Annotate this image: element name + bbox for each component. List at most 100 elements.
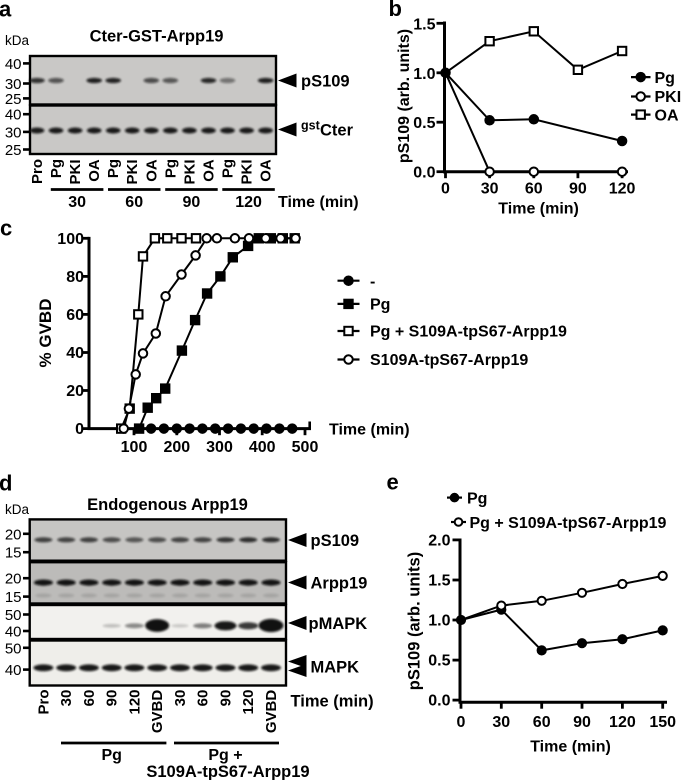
svg-text:30: 30 bbox=[481, 181, 499, 198]
svg-text:Pg: Pg bbox=[220, 159, 237, 178]
svg-text:Pg: Pg bbox=[48, 159, 65, 178]
svg-text:PKI: PKI bbox=[181, 159, 198, 184]
svg-text:0: 0 bbox=[75, 421, 84, 438]
svg-text:0.5: 0.5 bbox=[428, 653, 450, 670]
svg-text:Pg + S109A-tpS67-Arpp19: Pg + S109A-tpS67-Arpp19 bbox=[470, 515, 667, 532]
svg-text:OA: OA bbox=[655, 107, 679, 124]
svg-text:Pg +: Pg + bbox=[208, 747, 242, 764]
svg-text:pS109 (arb. units): pS109 (arb. units) bbox=[406, 552, 424, 690]
svg-text:GVBD: GVBD bbox=[149, 690, 166, 734]
svg-text:Time (min): Time (min) bbox=[278, 194, 359, 211]
svg-text:Cter: Cter bbox=[320, 122, 354, 140]
svg-text:0.0: 0.0 bbox=[413, 165, 435, 182]
svg-text:15: 15 bbox=[5, 589, 22, 606]
svg-text:pMAPK: pMAPK bbox=[309, 615, 368, 633]
svg-text:60: 60 bbox=[525, 181, 543, 198]
svg-text:40: 40 bbox=[5, 56, 22, 73]
svg-text:60: 60 bbox=[195, 690, 212, 707]
svg-text:OA: OA bbox=[86, 159, 103, 182]
svg-text:Pg + S109A-tpS67-Arpp19: Pg + S109A-tpS67-Arpp19 bbox=[370, 324, 567, 341]
svg-text:90: 90 bbox=[573, 714, 591, 731]
svg-text:1.5: 1.5 bbox=[428, 573, 450, 590]
svg-text:20: 20 bbox=[5, 526, 22, 543]
svg-text:30: 30 bbox=[5, 76, 22, 93]
svg-text:120: 120 bbox=[609, 181, 636, 198]
svg-text:d: d bbox=[0, 471, 12, 496]
svg-text:PKI: PKI bbox=[124, 159, 141, 184]
svg-text:20: 20 bbox=[66, 383, 84, 400]
svg-text:e: e bbox=[387, 470, 399, 495]
svg-text:a: a bbox=[0, 0, 12, 22]
svg-text:b: b bbox=[389, 0, 402, 21]
svg-text:40: 40 bbox=[66, 345, 84, 362]
svg-text:% GVBD: % GVBD bbox=[36, 299, 55, 368]
svg-text:c: c bbox=[0, 216, 12, 241]
svg-text:S109A-tpS67-Arpp19: S109A-tpS67-Arpp19 bbox=[370, 352, 528, 369]
svg-text:50: 50 bbox=[5, 607, 22, 624]
svg-text:120: 120 bbox=[235, 194, 262, 211]
svg-text:pS109: pS109 bbox=[301, 73, 350, 91]
svg-text:kDa: kDa bbox=[5, 502, 29, 517]
svg-text:-: - bbox=[370, 273, 375, 290]
svg-text:kDa: kDa bbox=[5, 33, 29, 48]
svg-text:MAPK: MAPK bbox=[311, 659, 360, 677]
svg-text:25: 25 bbox=[5, 142, 22, 159]
svg-text:90: 90 bbox=[569, 181, 587, 198]
svg-text:1.5: 1.5 bbox=[413, 16, 435, 33]
svg-text:2.0: 2.0 bbox=[428, 532, 450, 549]
svg-text:120: 120 bbox=[126, 689, 143, 714]
svg-text:30: 30 bbox=[58, 690, 75, 707]
svg-text:30: 30 bbox=[68, 194, 86, 211]
svg-text:0.0: 0.0 bbox=[428, 693, 450, 710]
svg-text:Time (min): Time (min) bbox=[291, 692, 374, 710]
svg-text:Time (min): Time (min) bbox=[530, 739, 611, 756]
svg-text:80: 80 bbox=[66, 269, 84, 286]
svg-text:60: 60 bbox=[533, 714, 551, 731]
svg-text:120: 120 bbox=[240, 689, 257, 714]
svg-text:300: 300 bbox=[206, 439, 233, 456]
svg-text:25: 25 bbox=[5, 91, 22, 108]
svg-text:OA: OA bbox=[143, 159, 160, 182]
svg-text:40: 40 bbox=[5, 107, 22, 124]
svg-text:OA: OA bbox=[258, 159, 275, 182]
svg-text:pS109: pS109 bbox=[311, 532, 360, 550]
svg-text:90: 90 bbox=[218, 690, 235, 707]
svg-text:0: 0 bbox=[441, 181, 450, 198]
svg-text:PKI: PKI bbox=[239, 159, 256, 184]
svg-text:100: 100 bbox=[121, 439, 148, 456]
svg-text:30: 30 bbox=[172, 690, 189, 707]
svg-text:40: 40 bbox=[5, 624, 22, 641]
svg-text:90: 90 bbox=[104, 690, 121, 707]
svg-text:Pg: Pg bbox=[655, 70, 675, 87]
svg-text:500: 500 bbox=[292, 439, 319, 456]
svg-text:Time (min): Time (min) bbox=[329, 422, 410, 439]
svg-text:PKI: PKI bbox=[67, 159, 84, 184]
svg-text:Time (min): Time (min) bbox=[498, 201, 579, 218]
svg-text:0: 0 bbox=[457, 714, 466, 731]
svg-text:gst: gst bbox=[301, 119, 321, 133]
svg-text:20: 20 bbox=[5, 571, 22, 588]
svg-text:Endogenous Arpp19: Endogenous Arpp19 bbox=[87, 496, 248, 514]
svg-text:150: 150 bbox=[649, 714, 676, 731]
svg-text:0.5: 0.5 bbox=[413, 115, 435, 132]
svg-text:50: 50 bbox=[5, 640, 22, 657]
svg-text:OA: OA bbox=[201, 159, 218, 182]
svg-text:PKI: PKI bbox=[655, 89, 682, 106]
svg-text:120: 120 bbox=[609, 714, 636, 731]
svg-text:60: 60 bbox=[81, 690, 98, 707]
svg-text:S109A-tpS67-Arpp19: S109A-tpS67-Arpp19 bbox=[146, 763, 309, 780]
svg-text:GVBD: GVBD bbox=[263, 690, 280, 734]
svg-text:30: 30 bbox=[492, 714, 510, 731]
svg-text:1.0: 1.0 bbox=[413, 66, 435, 83]
svg-text:Pro: Pro bbox=[29, 159, 46, 184]
svg-text:Pg: Pg bbox=[101, 747, 121, 764]
svg-text:15: 15 bbox=[5, 545, 22, 562]
svg-text:1.0: 1.0 bbox=[428, 613, 450, 630]
svg-text:Pg: Pg bbox=[467, 491, 487, 508]
svg-text:Pg: Pg bbox=[162, 159, 179, 178]
svg-text:Pro: Pro bbox=[35, 689, 52, 714]
svg-text:400: 400 bbox=[249, 439, 276, 456]
svg-text:90: 90 bbox=[183, 194, 201, 211]
svg-text:pS109 (arb. units): pS109 (arb. units) bbox=[396, 29, 413, 163]
svg-text:Cter-GST-Arpp19: Cter-GST-Arpp19 bbox=[90, 28, 224, 46]
